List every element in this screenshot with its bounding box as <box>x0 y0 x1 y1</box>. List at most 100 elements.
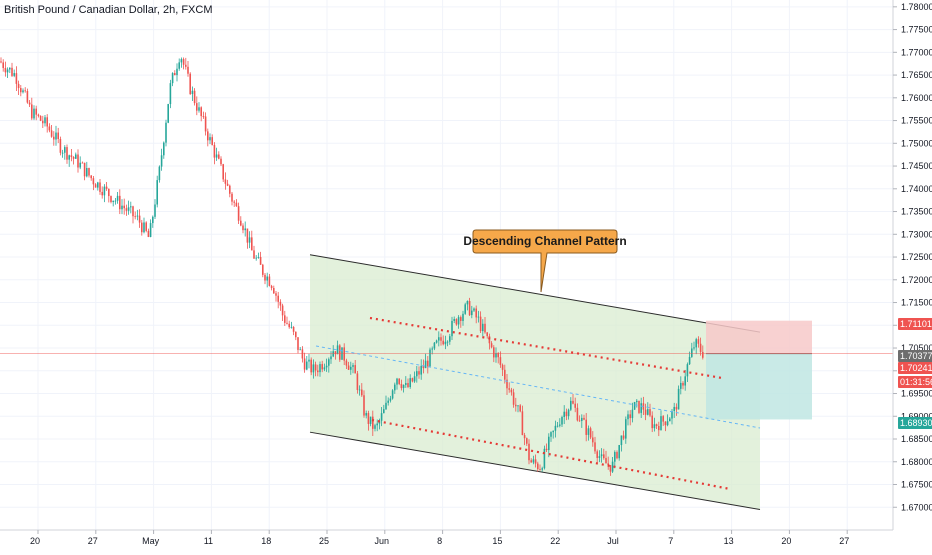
candle-body <box>666 421 669 426</box>
candle-body <box>176 68 178 76</box>
candle-body <box>493 347 495 358</box>
candle-body <box>28 102 31 105</box>
candle-body <box>631 409 634 419</box>
candle-body <box>339 345 341 360</box>
candle-body <box>196 103 198 111</box>
price-tick-label: 1.78000 <box>901 2 932 12</box>
candle-body <box>130 206 132 208</box>
candle-body <box>618 445 620 459</box>
candle-body <box>367 413 370 424</box>
candle-body <box>603 454 605 459</box>
candle-body <box>171 73 174 84</box>
candle-body <box>519 405 521 412</box>
candle-body <box>235 202 238 207</box>
candle-body <box>127 207 130 211</box>
line-layer <box>0 316 893 491</box>
candle-body <box>543 448 546 469</box>
candle-body <box>389 398 392 401</box>
candle-body <box>189 73 191 95</box>
candle-body <box>596 451 598 458</box>
time-tick-label: 22 <box>550 536 560 546</box>
candle-body <box>209 137 211 141</box>
candle-body <box>88 168 90 176</box>
price-tick-label: 1.72000 <box>901 275 932 285</box>
time-tick-label: 13 <box>724 536 734 546</box>
candle-body <box>501 364 504 370</box>
candle-body <box>387 400 389 403</box>
candle-body <box>620 435 623 446</box>
price-tick-label: 1.77000 <box>901 47 932 57</box>
candle-body <box>290 326 293 328</box>
candle-body <box>405 383 407 385</box>
candle-body <box>633 402 636 410</box>
price-tick-label: 1.71500 <box>901 298 932 308</box>
candle-body <box>187 66 189 74</box>
time-tick-label: 20 <box>781 536 791 546</box>
price-tick-label: 1.70500 <box>901 343 932 353</box>
candle-body <box>211 137 213 145</box>
candle-body <box>671 410 673 419</box>
time-tick-label: 7 <box>668 536 673 546</box>
candle-body <box>655 424 658 426</box>
candle-body <box>81 162 84 164</box>
candle-body <box>59 139 62 153</box>
candle-body <box>334 351 337 355</box>
candle-body <box>464 304 466 314</box>
candle-body <box>677 388 680 410</box>
candle-body <box>295 331 297 338</box>
candle-body <box>374 425 376 429</box>
channel-upper-line <box>309 254 761 333</box>
tag-layer: 1.71101 1.70377 1.70241 01:31:56 1.68930 <box>898 318 932 429</box>
channel-lower-dotted <box>371 418 731 491</box>
candle-body <box>325 365 328 368</box>
candle-body <box>409 378 411 388</box>
candle-body <box>257 256 260 258</box>
price-tick-label: 1.68500 <box>901 434 932 444</box>
candle-body <box>39 115 42 121</box>
candle-body <box>114 200 117 202</box>
candle-body <box>165 122 167 143</box>
candle-body <box>411 378 414 382</box>
candle-body <box>231 193 233 202</box>
candle-body <box>347 365 350 370</box>
candle-body <box>431 348 433 350</box>
price-tag-label: 1.68930 <box>900 418 932 428</box>
candle-body <box>200 107 202 117</box>
candle-body <box>578 420 581 422</box>
candle-body <box>515 404 517 407</box>
candle-body <box>391 390 394 399</box>
candle-body <box>222 164 224 180</box>
candle-body <box>147 230 150 237</box>
candle-body <box>37 114 40 116</box>
price-tick-label: 1.67500 <box>901 480 932 490</box>
candle-body <box>244 228 246 231</box>
candle-body <box>402 384 405 389</box>
candle-body <box>345 360 348 366</box>
candle-body <box>475 308 477 318</box>
price-tick-label: 1.74000 <box>901 184 932 194</box>
candle-body <box>585 419 587 435</box>
candle-body <box>541 468 543 470</box>
candle-body <box>429 349 431 367</box>
candle-body <box>20 88 22 93</box>
candle-body <box>354 365 356 374</box>
candle-body <box>321 364 323 370</box>
candle-body <box>303 358 306 370</box>
candle-body <box>86 168 88 177</box>
candle-body <box>682 382 684 386</box>
candle-body <box>614 452 616 462</box>
candle-body <box>61 152 64 154</box>
candle-body <box>255 257 257 259</box>
candle-body <box>460 317 462 321</box>
candle-body <box>55 132 57 140</box>
candle-body <box>204 116 207 132</box>
time-tick-label: 27 <box>839 536 849 546</box>
candle-body <box>598 456 601 458</box>
time-tick-label: 18 <box>261 536 271 546</box>
candle-body <box>42 120 44 124</box>
candle-body <box>530 460 532 463</box>
candle-body <box>572 400 574 404</box>
candle-body <box>330 356 332 360</box>
